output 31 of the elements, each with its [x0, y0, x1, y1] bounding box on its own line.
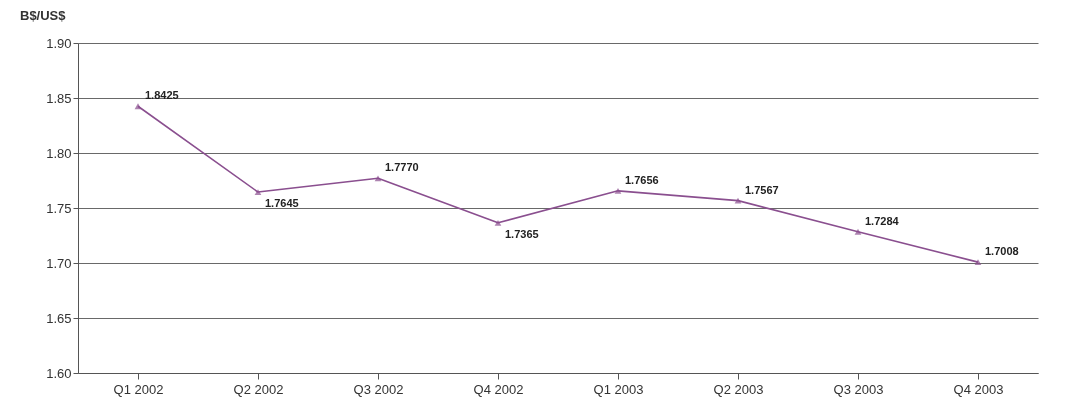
point [734, 197, 742, 204]
data-label: 1.7365 [505, 227, 539, 240]
point [614, 187, 622, 194]
y-tick-label: 1.70 [46, 255, 72, 271]
y-axis-title: B$/US$ [20, 8, 67, 23]
x-tick-label: Q3 2003 [833, 381, 884, 397]
data-label: 1.7284 [865, 214, 900, 227]
x-tick-label: Q4 2003 [953, 381, 1004, 397]
y-tick-label: 1.80 [46, 145, 72, 161]
y-tick-label: 1.90 [46, 35, 72, 51]
y-tick-label: 1.65 [46, 310, 72, 326]
point [134, 103, 142, 110]
x-tick-label: Q1 2002 [113, 381, 164, 397]
x-tick-label: Q4 2002 [473, 381, 524, 397]
data-label: 1.7567 [745, 183, 779, 196]
point [374, 175, 382, 182]
y-tick-label: 1.75 [46, 200, 72, 216]
x-tick-label: Q1 2003 [593, 381, 644, 397]
point [254, 189, 262, 195]
data-label: 1.7656 [625, 173, 659, 186]
x-tick-label: Q3 2002 [353, 381, 404, 397]
point [494, 219, 502, 226]
data-label: 1.7770 [385, 161, 419, 174]
x-tick-label: Q2 2003 [713, 381, 764, 397]
point [854, 228, 862, 235]
data-label: 1.7008 [985, 245, 1019, 258]
point [974, 259, 982, 266]
y-tick-label: 1.85 [46, 90, 72, 106]
data-label: 1.7645 [265, 197, 299, 210]
y-tick-label: 1.60 [46, 365, 72, 381]
x-tick-label: Q2 2002 [233, 381, 284, 397]
